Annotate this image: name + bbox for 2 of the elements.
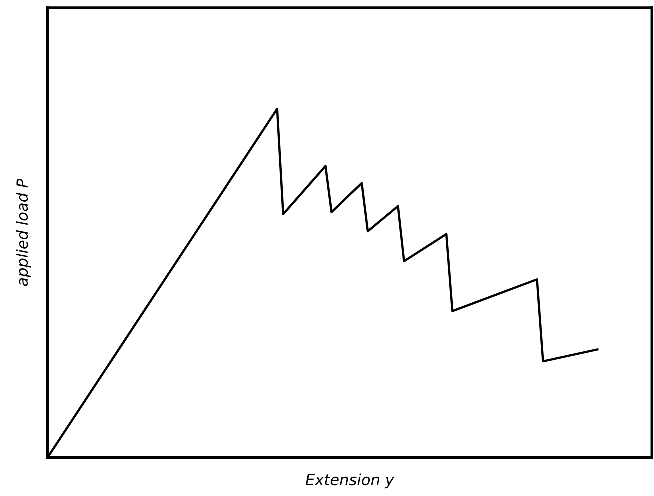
- y-axis-title: applied load P: [16, 178, 32, 286]
- x-axis-title: Extension y: [306, 474, 395, 489]
